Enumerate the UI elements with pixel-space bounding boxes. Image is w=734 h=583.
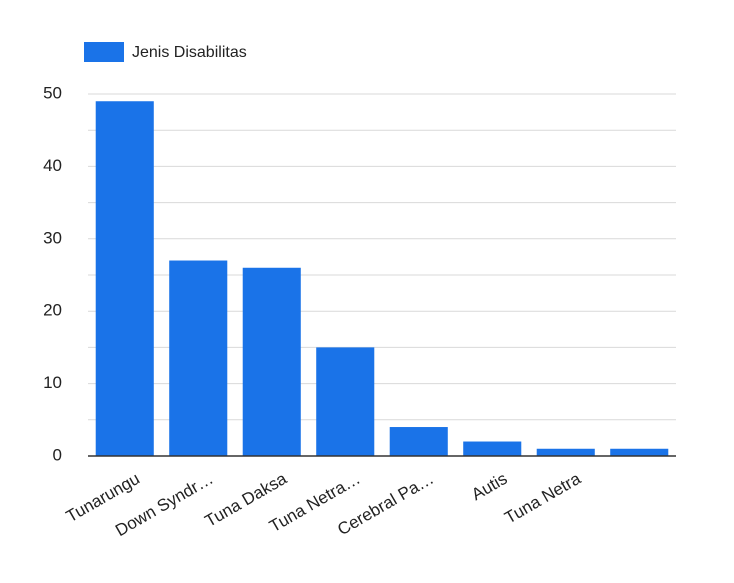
y-tick-label: 20 (43, 301, 62, 320)
bar (463, 441, 522, 456)
bar (536, 448, 595, 456)
y-tick-label: 40 (43, 156, 62, 175)
legend-swatch (84, 42, 124, 62)
y-tick-label: 10 (43, 373, 62, 392)
y-tick-label: 0 (53, 445, 62, 464)
bar (242, 267, 301, 456)
y-tick-label: 50 (43, 83, 62, 102)
y-tick-label: 30 (43, 228, 62, 247)
x-tick-label: Tuna Netra (501, 469, 584, 528)
bar (95, 101, 154, 457)
bar (316, 347, 375, 456)
bar (169, 260, 228, 456)
legend-label: Jenis Disabilitas (132, 44, 247, 61)
bar (610, 448, 669, 456)
bar (389, 427, 448, 456)
x-tick-label: Autis (468, 469, 510, 504)
